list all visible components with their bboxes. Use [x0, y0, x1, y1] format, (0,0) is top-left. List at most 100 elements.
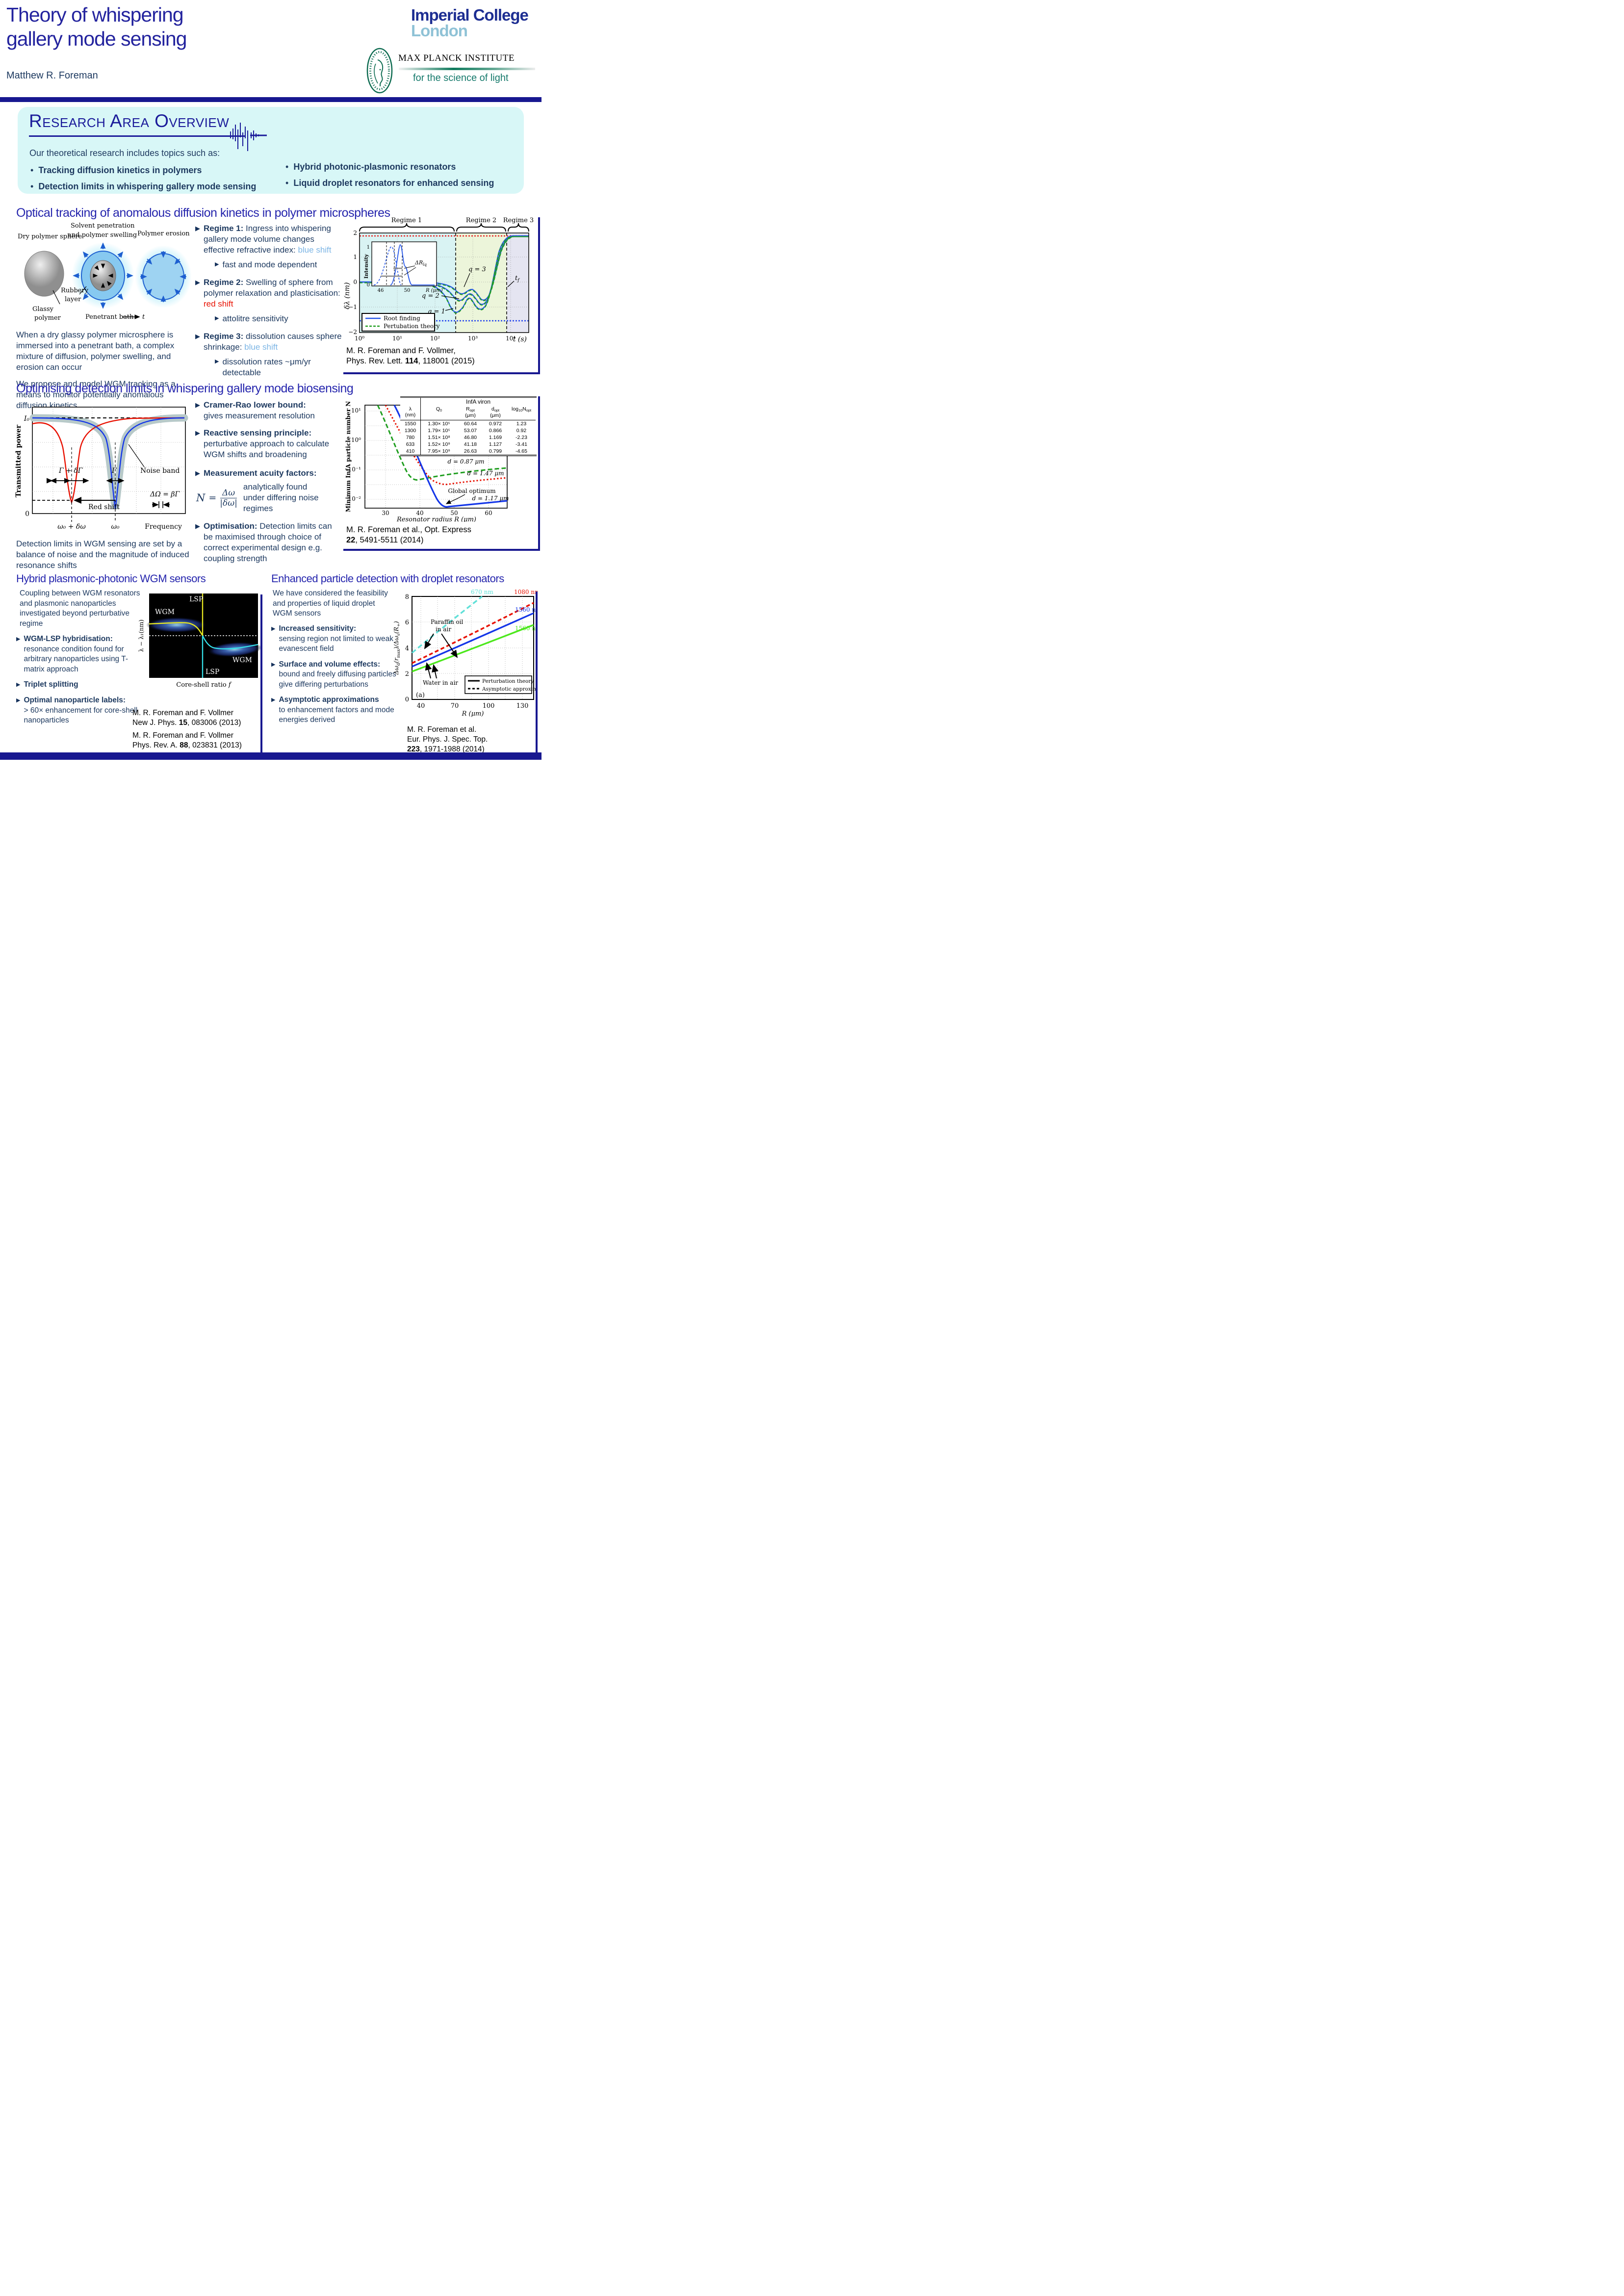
- regime3-sub-text: dissolution rates ~μm/yr detectable: [222, 357, 311, 377]
- regime1-sub-bullet: ▶ fast and mode dependent: [215, 259, 342, 270]
- regime1-bullet: ▶ Regime 1: Ingress into whispering gall…: [195, 223, 342, 256]
- citation-ref: 223, 1971-1988 (2014): [407, 745, 485, 753]
- formula-lhs: N: [196, 492, 206, 504]
- regime2-sub-text: attolitre sensitivity: [222, 314, 288, 323]
- labels-title: Optimal nanoparticle labels:: [24, 696, 126, 704]
- col-header-q: Q0: [436, 406, 442, 413]
- swelling-sphere: [72, 242, 134, 309]
- overview-bullet-3: • Hybrid photonic-plasmonic resonators: [285, 162, 456, 172]
- diagram-stage3-label: Polymer erosion: [137, 230, 190, 237]
- wgm-branch-upper: [149, 622, 204, 636]
- section1-para2: We propose and model WGM tracking as a m…: [16, 379, 176, 410]
- regime3-sub-bullet: ▶ dissolution rates ~μm/yr detectable: [215, 357, 342, 378]
- ann-paraffin-1: Paraffin oil: [431, 619, 464, 625]
- col-header-dopt: dopt (μm): [490, 406, 501, 418]
- header-divider-bar: [0, 97, 541, 102]
- max-planck-seal-icon: [366, 48, 393, 94]
- section1-heading: Optical tracking of anomalous diffusion …: [16, 206, 390, 220]
- reactive-sensing-bullet: ▶ Reactive sensing principle: perturbati…: [195, 428, 342, 460]
- ytick: 10⁻¹: [348, 466, 361, 473]
- xtick: 40: [417, 702, 425, 710]
- resolution-label: ΔΩ = βΓ: [150, 490, 180, 498]
- regime2-sub-bullet: ▶ attolitre sensitivity: [215, 313, 342, 324]
- imperial-logo-line2: London: [411, 22, 468, 40]
- yaxis-label: λ − λ₁(nm): [138, 619, 145, 652]
- xaxis-label: Core-shell ratio f: [176, 681, 232, 689]
- triangle-bullet-icon: ▶: [195, 469, 200, 477]
- label-670nm: 670 nm: [471, 589, 493, 595]
- overview-bullet-3-label: Hybrid photonic-plasmonic resonators: [293, 162, 456, 172]
- overview-intro: Our theoretical research includes topics…: [29, 148, 220, 158]
- perturbation-theory-curves: [360, 236, 529, 314]
- diagram-glassy-label-2: polymer: [34, 314, 61, 322]
- wgm-tracking-chart: Regime 1 Regime 2 Regime 3: [343, 217, 534, 343]
- diagram-stage2-label-b: and polymer swelling: [68, 232, 137, 239]
- ann-paraffin-2: in air: [436, 626, 451, 633]
- transmission-schematic: Γ + δΓ Γ Noise band Red shift ΔΩ = βΓ I₀…: [15, 407, 188, 531]
- infa-table: InfA viron λ (nm) Q0 Ropt (μm) dopt (μm) lo…: [400, 396, 537, 456]
- table-cell: -4.65: [516, 448, 527, 454]
- imperial-logo-line1: Imperial College: [411, 6, 529, 24]
- lsp-top-label: LSP: [189, 595, 203, 603]
- table-cell: 1.23: [516, 420, 527, 427]
- labels-text: > 60× enhancement for core-shell nanopar…: [24, 706, 138, 725]
- overview-bullet-1-label: Tracking diffusion kinetics in polymers: [38, 165, 202, 175]
- acuity-note-3: regimes: [243, 504, 273, 513]
- overview-panel: Research Area Overview Our theoretical r…: [18, 107, 524, 194]
- xaxis-label: Resonator radius R (μm): [396, 516, 476, 522]
- poster-title-line1: Theory of whispering: [6, 3, 184, 26]
- label-1080nm: 1080 nm: [514, 589, 538, 595]
- table-cell: 46.80: [464, 434, 477, 440]
- red-shifted-resonance-curve: [32, 417, 185, 504]
- legend-perturbation: Perturbation theory: [482, 678, 534, 684]
- optimisation-text: Detection limits can be maximised throug…: [204, 521, 332, 563]
- inset-annotation: ΔRlq: [414, 259, 427, 267]
- panel-letter: (a): [416, 692, 425, 699]
- tf-label: tf: [515, 275, 520, 283]
- inset-ytick0: 0: [367, 283, 370, 288]
- table-cell: 410: [400, 447, 421, 455]
- acuity-bullet: ▶ Measurement acuity factors:: [195, 468, 342, 479]
- xtick: 10⁰: [355, 335, 364, 342]
- frequency-label: Frequency: [145, 523, 182, 531]
- table-cell: 7.95× 10⁹: [428, 448, 450, 454]
- xtick: 10²: [430, 335, 440, 342]
- wgm-top-label: WGM: [155, 608, 175, 616]
- hybridisation-title: WGM-LSP hybridisation:: [24, 635, 113, 643]
- xtick: 70: [451, 702, 459, 710]
- mpi-gradient-bar: [399, 68, 535, 70]
- xtick: 10³: [468, 335, 478, 342]
- xtick: 50: [450, 510, 458, 516]
- citation-ref: New J. Phys. 15, 083006 (2013): [132, 719, 241, 727]
- w-shift-tick: ω₀ + δω: [57, 523, 86, 531]
- acuity-note: analytically found under differing noise…: [243, 482, 319, 514]
- yaxis-label: δλ (nm): [343, 283, 351, 310]
- surface-volume-bullet: ▶ Surface and volume effects: bound and …: [271, 660, 396, 690]
- section4-para: We have considered the feasibility and p…: [273, 589, 388, 618]
- w0-tick: ω₀: [111, 523, 119, 531]
- table-cell: 26.63: [464, 448, 477, 454]
- regime2-title: Regime 2:: [204, 278, 244, 287]
- legend-root-finding: Root finding: [384, 315, 420, 322]
- triangle-bullet-icon: ▶: [215, 359, 219, 364]
- ytick: −2: [348, 329, 357, 335]
- ytick: 8: [405, 593, 409, 601]
- table-cell: 633: [400, 440, 421, 448]
- ytick: −1: [348, 304, 357, 310]
- cramer-rao-bullet: ▶ Cramer-Rao lower bound: gives measurem…: [195, 400, 342, 421]
- footer-bar: [0, 752, 541, 760]
- ann-global-optimum: Global optimum: [448, 488, 496, 494]
- legend-asymptotic: Asymptotic approximation: [482, 686, 538, 692]
- ytick: 6: [405, 619, 409, 626]
- polymer-diffusion-diagram: Dry polymer sphere Solvent penetration a…: [18, 222, 192, 322]
- poster-title: Theory of whispering gallery mode sensin…: [6, 3, 187, 51]
- table-cell: 53.07: [464, 427, 477, 434]
- xtick: 60: [485, 510, 492, 516]
- xaxis-label: t (s): [513, 335, 527, 343]
- diagram-time-label: t: [142, 313, 145, 321]
- section1-bullets: ▶ Regime 1: Ingress into whispering gall…: [195, 223, 342, 378]
- surface-volume-text: bound and freely diffusing particles giv…: [279, 670, 396, 689]
- triangle-bullet-icon: ▶: [271, 626, 276, 632]
- regime3-shift: blue shift: [244, 342, 278, 352]
- regime1-brace-label: Regime 1: [391, 217, 422, 224]
